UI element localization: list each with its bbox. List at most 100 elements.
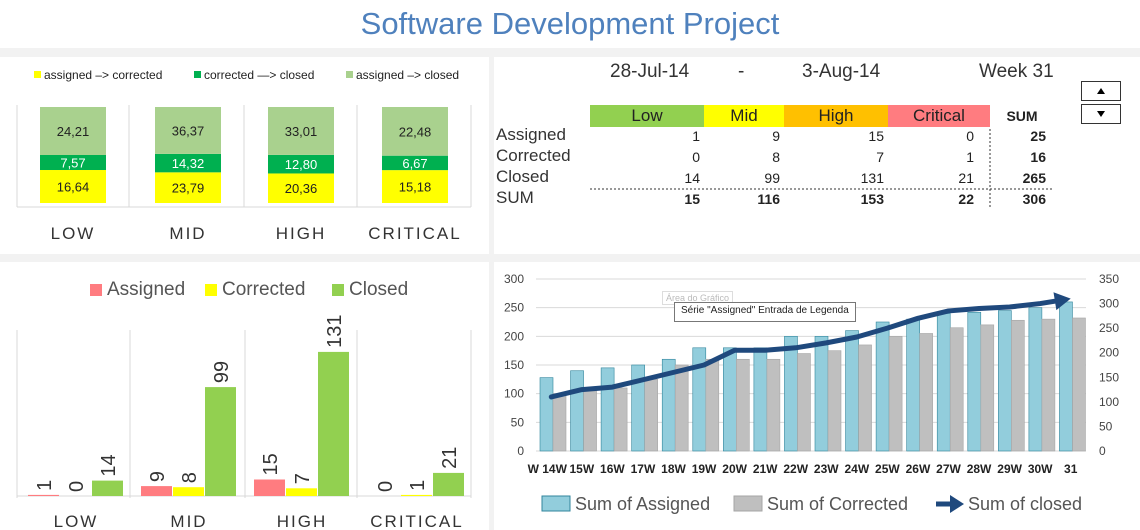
table-cell: 22 <box>958 191 974 207</box>
bar <box>318 351 349 496</box>
table-cell: 15 <box>684 191 700 207</box>
legend-swatch <box>346 71 353 78</box>
stacked-bar-segment <box>40 107 106 155</box>
corrected-bar <box>1041 318 1056 452</box>
table-cell: 16 <box>1030 149 1046 165</box>
x-tick-label: 20W <box>722 462 747 476</box>
category-label: LOW <box>54 512 99 530</box>
bar <box>433 472 464 496</box>
y2-tick-label: 150 <box>1099 370 1119 384</box>
bar <box>286 488 317 496</box>
legend-label: assigned –> closed <box>356 68 459 82</box>
bar <box>141 486 172 496</box>
weekly-trend-chart[interactable]: 0 50 100 150 200 250 300 0 50 100 150 200 250 300 350 W… <box>494 262 1140 530</box>
x-tick-label: 18W <box>661 462 686 476</box>
x-tick-label: 26W <box>906 462 931 476</box>
corrected-bar <box>705 358 720 452</box>
table-cell: 21 <box>958 170 974 186</box>
data-label: 0 <box>66 481 88 492</box>
y-tick-label: 100 <box>504 387 524 401</box>
table-header-mid: Mid <box>704 105 784 127</box>
data-label: 20,36 <box>285 181 318 196</box>
y-tick-label: 300 <box>504 272 524 286</box>
data-label: 131 <box>324 315 346 348</box>
bar <box>401 494 432 496</box>
data-label: 22,48 <box>399 124 432 139</box>
stacked-bar-chart: assigned –> corrected corrected —> closed… <box>16 68 472 243</box>
y2-tick-label: 0 <box>1099 444 1106 458</box>
table-header-critical: Critical <box>888 105 990 127</box>
corrected-bar <box>644 379 658 452</box>
corrected-bar <box>766 358 781 452</box>
table-cell: 0 <box>692 149 700 165</box>
stacked-bar-segment <box>382 170 448 203</box>
bar <box>205 387 236 496</box>
assigned-bar <box>814 336 829 452</box>
trend-arrowhead <box>1053 292 1071 311</box>
data-label: 21 <box>439 447 461 469</box>
week-label: Week 31 <box>979 61 1054 82</box>
data-label: 0 <box>375 481 397 492</box>
data-label: 7,57 <box>60 156 85 171</box>
corrected-bar <box>980 324 995 452</box>
x-tick-label: 23W <box>814 462 839 476</box>
table-header-high: High <box>784 105 888 127</box>
assigned-bar <box>967 311 982 452</box>
y2-tick-label: 250 <box>1099 321 1119 335</box>
y-tick-label: 250 <box>504 301 524 315</box>
chevron-up-icon <box>1097 88 1105 94</box>
closed-trend-line <box>548 298 1058 400</box>
legend-label: corrected —> closed <box>204 68 314 82</box>
y-tick-label: 50 <box>511 415 525 429</box>
corrected-bar <box>797 353 811 452</box>
summary-table-panel: 28-Jul-14 - 3-Aug-14 Week 31 Low Mid High C… <box>494 57 1140 254</box>
category-label: LOW <box>51 224 96 243</box>
row-label-corrected: Corrected <box>496 146 571 165</box>
period-start: 28-Jul-14 <box>610 61 690 82</box>
stacked-bar-segment <box>382 107 448 156</box>
table-cell: 0 <box>966 128 974 144</box>
legend-swatch <box>541 495 571 512</box>
x-tick-label: 28W <box>967 462 992 476</box>
corrected-bar <box>827 350 842 452</box>
corrected-bar <box>613 387 628 452</box>
assigned-bar <box>998 310 1012 452</box>
corrected-bar <box>583 390 597 452</box>
corrected-bar <box>949 327 964 452</box>
spinner-down-button[interactable] <box>1081 104 1121 124</box>
category-label: CRITICAL <box>370 512 463 530</box>
assigned-bar <box>1059 301 1073 452</box>
table-cell: 14 <box>684 170 700 186</box>
table-cell: 116 <box>757 191 780 207</box>
x-tick-label: W 14W <box>528 462 568 476</box>
corrected-bar <box>674 364 689 452</box>
x-tick-label: 17W <box>631 462 656 476</box>
bar <box>92 480 123 496</box>
x-tick-label: 31 <box>1064 462 1078 476</box>
table-cell: 9 <box>772 128 780 144</box>
page-title: Software Development Project <box>0 0 1140 48</box>
data-label: 15 <box>260 453 282 475</box>
legend-label: assigned –> corrected <box>44 68 162 82</box>
legend-label: Sum of Assigned <box>575 494 710 514</box>
y2-tick-label: 350 <box>1099 272 1119 286</box>
period-end: 3-Aug-14 <box>802 61 881 82</box>
data-label: 7 <box>292 473 314 484</box>
category-label: HIGH <box>276 224 327 243</box>
stacked-bar-segment <box>40 155 106 171</box>
legend-swatch <box>205 284 217 296</box>
table-cell: 7 <box>876 149 884 165</box>
y2-tick-label: 50 <box>1099 419 1113 433</box>
stacked-bar-segment <box>268 107 334 155</box>
row-label-assigned: Assigned <box>496 125 566 144</box>
assigned-bar <box>723 347 737 452</box>
spinner-up-button[interactable] <box>1081 81 1121 101</box>
table-header-sum: SUM <box>1006 108 1038 124</box>
data-label: 1 <box>34 480 56 491</box>
stacked-bar-segment <box>155 172 221 203</box>
assigned-bar <box>539 377 554 452</box>
assigned-bar <box>936 313 951 452</box>
table-cell: 306 <box>1022 191 1046 207</box>
y2-tick-label: 200 <box>1099 346 1119 360</box>
x-tick-label: 30W <box>1028 462 1053 476</box>
